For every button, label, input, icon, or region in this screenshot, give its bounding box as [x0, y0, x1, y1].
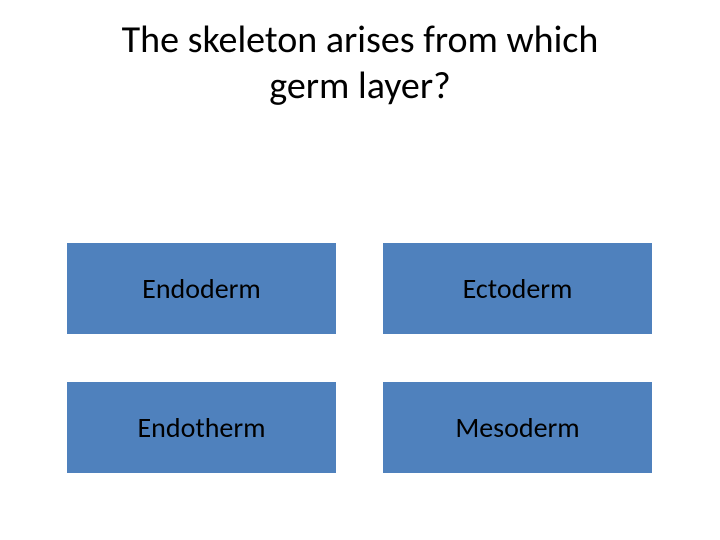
option-label: Endotherm — [137, 410, 265, 445]
option-button-endotherm[interactable]: Endotherm — [67, 382, 336, 473]
question-title: The skeleton arises from which germ laye… — [0, 0, 720, 109]
option-button-mesoderm[interactable]: Mesoderm — [383, 382, 652, 473]
option-label: Mesoderm — [455, 410, 579, 445]
option-button-endoderm[interactable]: Endoderm — [67, 243, 336, 334]
option-label: Endoderm — [142, 271, 261, 306]
option-button-ectoderm[interactable]: Ectoderm — [383, 243, 652, 334]
question-line-2: germ layer? — [269, 63, 450, 109]
options-grid: Endoderm Ectoderm Endotherm Mesoderm — [67, 243, 652, 473]
question-line-1: The skeleton arises from which — [122, 17, 599, 63]
option-label: Ectoderm — [463, 271, 573, 306]
